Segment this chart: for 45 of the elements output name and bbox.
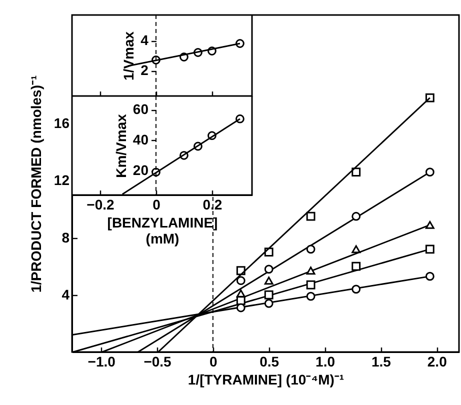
point [236, 303, 246, 312]
y-axis-title: 1/PRODUCT FORMED (nmoles)⁻¹ [28, 74, 44, 293]
x-axis-title: [BENZYLAMINE] (mM) [107, 214, 218, 246]
y-axis-title: 1/Vmax [120, 31, 137, 81]
x-tick-label: 0.2 [202, 196, 222, 212]
y-axis-title: Km/Vmax [112, 114, 129, 178]
x-tick-label: −0.5 [144, 354, 172, 370]
point [264, 290, 274, 300]
point [306, 266, 316, 275]
point [352, 284, 361, 294]
point [306, 244, 316, 254]
y-tick-label: 40 [132, 132, 149, 148]
y-tick-label: 12 [54, 172, 70, 188]
x-tick-label: −0.2 [86, 196, 115, 212]
point [352, 168, 361, 177]
point [352, 262, 361, 271]
y-tick-label: 60 [132, 101, 149, 118]
point [425, 220, 434, 229]
point [306, 292, 316, 301]
y-tick-label: 8 [62, 229, 70, 246]
x-tick-label: 2.0 [427, 354, 448, 370]
point [352, 212, 361, 221]
x-tick-label: −1.0 [88, 354, 116, 370]
point [236, 276, 246, 286]
x-tick-label: 1.0 [316, 354, 336, 370]
point [264, 276, 274, 285]
point [306, 212, 316, 221]
point [264, 264, 274, 274]
point [352, 245, 361, 254]
x-tick-label: 0 [210, 354, 218, 370]
y-tick-label: 20 [132, 162, 149, 178]
y-tick-label: 16 [54, 115, 70, 132]
y-tick-label: 4 [140, 32, 149, 48]
x-tick-label: 1.5 [371, 354, 392, 370]
x-tick-label: 0.5 [260, 354, 280, 370]
y-tick-label: 2 [140, 62, 149, 78]
point [306, 280, 316, 290]
point [425, 168, 434, 177]
point [425, 272, 434, 281]
point [264, 299, 274, 308]
x-axis-title: 1/[TYRAMINE] (10⁻⁴M)⁻¹ [188, 372, 344, 388]
point [236, 296, 246, 306]
y-tick-label: 4 [62, 286, 70, 302]
point [425, 244, 434, 254]
x-tick-label: 0 [152, 196, 161, 212]
